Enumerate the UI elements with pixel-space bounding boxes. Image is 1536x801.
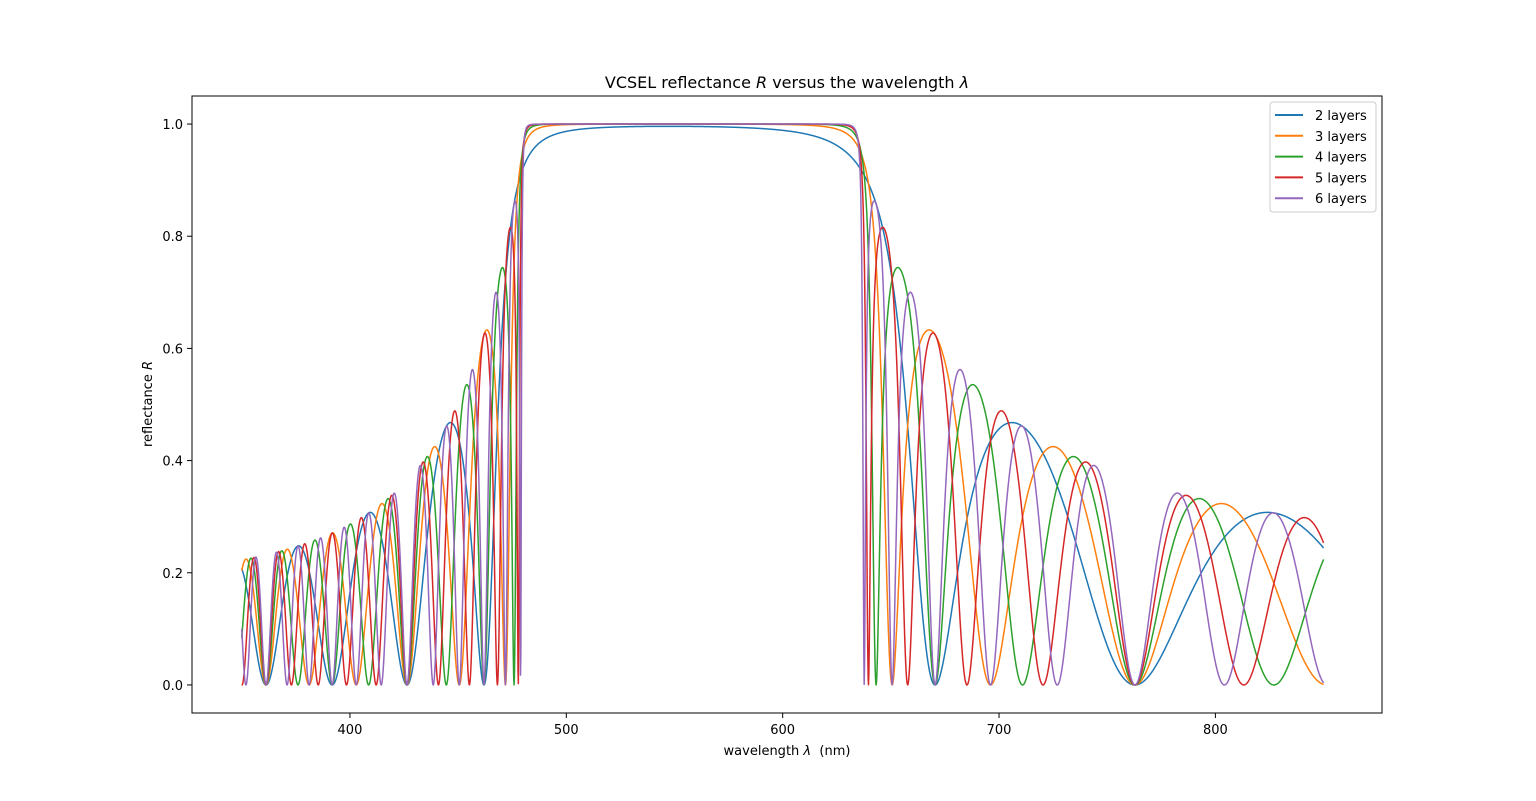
y-tick-label: 0.8 (162, 230, 183, 245)
y-tick-label: 1.0 (162, 118, 183, 133)
x-tick-label: 500 (554, 723, 579, 738)
chart-title: VCSEL reflectance R versus the wavelengt… (605, 73, 969, 92)
legend-label: 5 layers (1315, 171, 1367, 186)
plot-frame (191, 95, 1383, 714)
x-tick-label: 700 (987, 723, 1012, 738)
legend-label: 2 layers (1315, 109, 1367, 124)
legend-box (1269, 101, 1377, 213)
y-axis: 0.0 0.2 0.4 0.6 0.8 1.0 (162, 118, 192, 694)
x-tick-label: 400 (338, 723, 363, 738)
series-line-2-layers (241, 125, 1325, 686)
curves-layer (241, 123, 1325, 686)
series-line-6-layers (241, 123, 1325, 686)
legend: 2 layers 3 layers 4 layers 5 layers 6 layers (1269, 101, 1377, 213)
y-tick-label: 0.4 (162, 455, 183, 470)
y-tick-label: 0.0 (162, 679, 183, 694)
y-tick-label: 0.6 (162, 342, 183, 357)
x-axis: 400 500 600 700 800 (338, 713, 1228, 738)
x-tick-label: 800 (1203, 723, 1228, 738)
legend-label: 4 layers (1315, 151, 1367, 166)
x-axis-label: wavelength λ (nm) (724, 744, 851, 759)
y-axis-label: reflectance R (141, 361, 156, 447)
legend-label: 6 layers (1315, 192, 1367, 207)
y-tick-label: 0.2 (162, 567, 183, 582)
x-tick-label: 600 (770, 723, 795, 738)
legend-label: 3 layers (1315, 130, 1367, 145)
